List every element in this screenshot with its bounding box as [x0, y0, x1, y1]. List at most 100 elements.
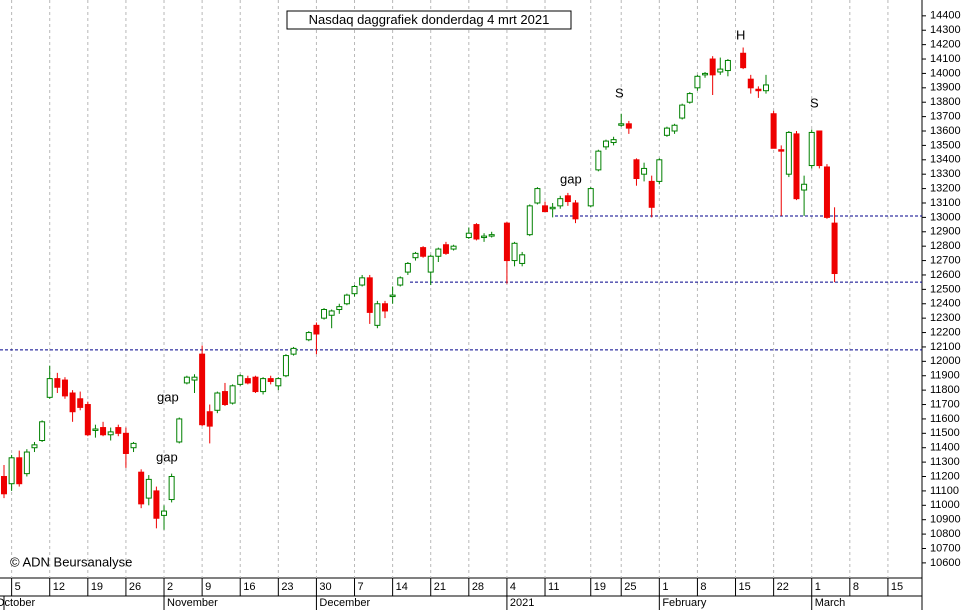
candle-body: [770, 113, 777, 149]
candle-body: [130, 442, 137, 449]
y-tick-label: 13200: [930, 182, 961, 194]
y-tick-label: 13500: [930, 139, 961, 151]
candle-body: [816, 130, 823, 167]
candle-body: [542, 205, 549, 213]
candle-body: [153, 490, 160, 519]
x-tick-label: 15: [891, 581, 903, 593]
candle-body: [740, 52, 747, 69]
y-tick-label: 13900: [930, 82, 961, 94]
y-tick-label: 12600: [930, 269, 961, 281]
candle-body: [534, 188, 541, 204]
candle-body: [16, 457, 23, 485]
candle-body: [404, 262, 411, 273]
candle-body: [572, 202, 579, 220]
candle-body: [686, 93, 693, 103]
candle-body: [679, 104, 686, 119]
candle-body: [549, 206, 556, 210]
candle-body: [366, 277, 373, 313]
candle-body: [23, 451, 30, 475]
month-label: February: [662, 597, 707, 609]
x-tick-label: 4: [510, 581, 516, 593]
candle-body: [397, 277, 404, 286]
x-tick-label: 7: [358, 581, 364, 593]
x-tick-label: 19: [91, 581, 103, 593]
annotation: S: [615, 85, 624, 100]
candle-body: [511, 242, 518, 262]
candle-body: [763, 84, 769, 92]
month-label: November: [167, 597, 218, 609]
y-tick-label: 11800: [930, 384, 960, 396]
candle-body: [252, 376, 259, 393]
y-tick-label: 10800: [930, 528, 961, 540]
candle-body: [633, 159, 640, 180]
x-tick-label: 26: [129, 581, 141, 593]
x-tick-label: 28: [472, 581, 484, 593]
candle-body: [275, 378, 282, 387]
candle-body: [321, 309, 328, 319]
candle-body: [168, 476, 175, 501]
chart-title: Nasdaq daggrafiek donderdag 4 mrt 2021: [309, 12, 550, 27]
candle-body: [801, 183, 808, 191]
candle-body: [237, 375, 244, 385]
x-tick-label: 11: [548, 581, 559, 593]
x-tick-label: 9: [205, 581, 211, 593]
candle-body: [823, 166, 830, 218]
candle-body: [778, 149, 785, 152]
x-tick-label: 16: [243, 581, 255, 593]
y-tick-label: 12400: [930, 298, 961, 310]
y-tick-label: 12100: [930, 341, 961, 353]
grid: [0, 0, 926, 610]
candle-body: [199, 353, 206, 426]
candle-body: [481, 235, 488, 239]
candle-body: [214, 392, 221, 411]
y-tick-label: 11700: [930, 398, 960, 410]
candle-body: [702, 72, 709, 76]
candle-body: [663, 127, 670, 136]
month-label: 2021: [510, 597, 534, 609]
candle-body: [641, 167, 648, 175]
y-tick-label: 14000: [930, 67, 961, 79]
candle-body: [267, 378, 274, 382]
candle-body: [260, 378, 267, 393]
y-tick-label: 12800: [930, 240, 961, 252]
candle-body: [557, 198, 564, 207]
candle-body: [221, 391, 228, 406]
x-tick-label: 22: [777, 581, 789, 593]
x-tick-label: 14: [396, 581, 408, 593]
candle-body: [747, 78, 754, 89]
candle-body: [519, 254, 526, 264]
candle-body: [488, 234, 495, 237]
y-tick-label: 14200: [930, 39, 961, 51]
candle-body: [564, 195, 571, 203]
candle-body: [84, 404, 91, 436]
annotation: gap: [157, 389, 179, 404]
candle-body: [183, 376, 190, 384]
candle-body: [244, 378, 251, 384]
candle-body: [793, 133, 800, 200]
candle-body: [808, 131, 815, 167]
month-label: December: [319, 597, 370, 609]
candle-body: [442, 244, 449, 254]
candle-body: [191, 376, 198, 381]
y-tick-label: 14400: [930, 10, 961, 22]
candle-body: [282, 355, 289, 377]
candle-body: [290, 347, 297, 355]
candle-body: [229, 385, 236, 404]
annotation: gap: [560, 171, 582, 186]
candle-body: [420, 247, 427, 257]
candle-body: [336, 306, 343, 311]
y-tick-label: 11400: [930, 442, 960, 454]
x-tick-label: 21: [434, 581, 446, 593]
candle-body: [831, 222, 838, 275]
candle-body: [648, 180, 655, 208]
candle-body: [145, 478, 152, 499]
y-tick-label: 13800: [930, 96, 961, 108]
y-tick-label: 14300: [930, 24, 961, 36]
x-tick-label: 12: [53, 581, 65, 593]
y-tick-label: 11200: [930, 470, 960, 482]
candle-body: [92, 428, 99, 431]
y-tick-label: 12900: [930, 226, 961, 238]
candle-body: [427, 255, 434, 273]
month-label: March: [815, 597, 846, 609]
candle-body: [46, 378, 53, 398]
